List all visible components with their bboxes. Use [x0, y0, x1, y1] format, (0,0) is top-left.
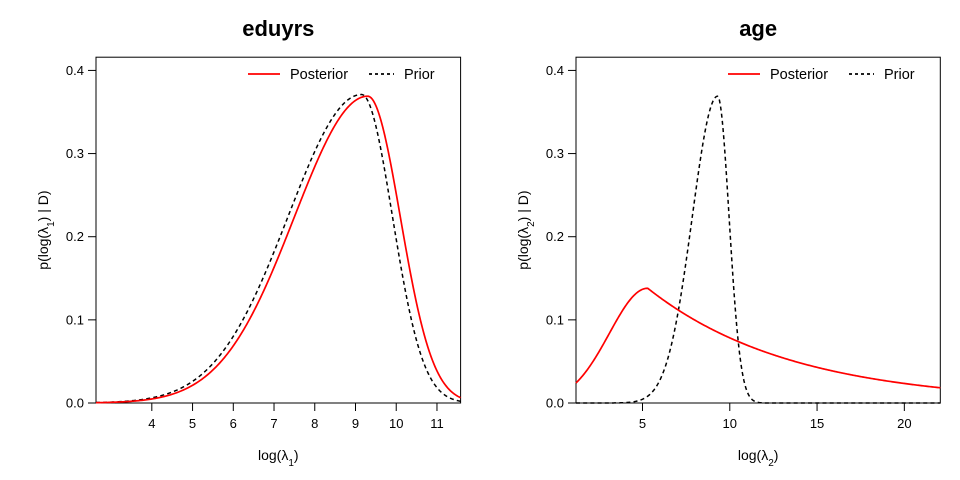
svg-text:0.3: 0.3 — [66, 146, 84, 161]
svg-text:Prior: Prior — [404, 67, 435, 83]
svg-text:0.4: 0.4 — [66, 63, 84, 78]
svg-text:0.3: 0.3 — [546, 146, 564, 161]
svg-text:0.2: 0.2 — [546, 229, 564, 244]
svg-text:15: 15 — [810, 416, 824, 431]
svg-text:0.2: 0.2 — [66, 229, 84, 244]
svg-text:11: 11 — [430, 416, 444, 431]
svg-text:6: 6 — [230, 416, 237, 431]
svg-text:5: 5 — [189, 416, 196, 431]
svg-text:20: 20 — [897, 416, 911, 431]
svg-text:4: 4 — [148, 416, 155, 431]
svg-text:age: age — [739, 16, 777, 41]
svg-text:0.1: 0.1 — [66, 312, 84, 327]
svg-text:0.0: 0.0 — [546, 396, 564, 411]
svg-text:5: 5 — [639, 416, 646, 431]
svg-text:Prior: Prior — [884, 67, 915, 83]
svg-text:7: 7 — [270, 416, 277, 431]
svg-text:0.4: 0.4 — [546, 63, 564, 78]
svg-text:10: 10 — [723, 416, 737, 431]
svg-text:8: 8 — [311, 416, 318, 431]
svg-text:Posterior: Posterior — [290, 67, 348, 83]
svg-text:Posterior: Posterior — [770, 67, 828, 83]
svg-text:10: 10 — [389, 416, 403, 431]
svg-text:eduyrs: eduyrs — [242, 16, 314, 41]
svg-text:0.0: 0.0 — [66, 396, 84, 411]
svg-text:9: 9 — [352, 416, 359, 431]
svg-text:0.1: 0.1 — [546, 312, 564, 327]
